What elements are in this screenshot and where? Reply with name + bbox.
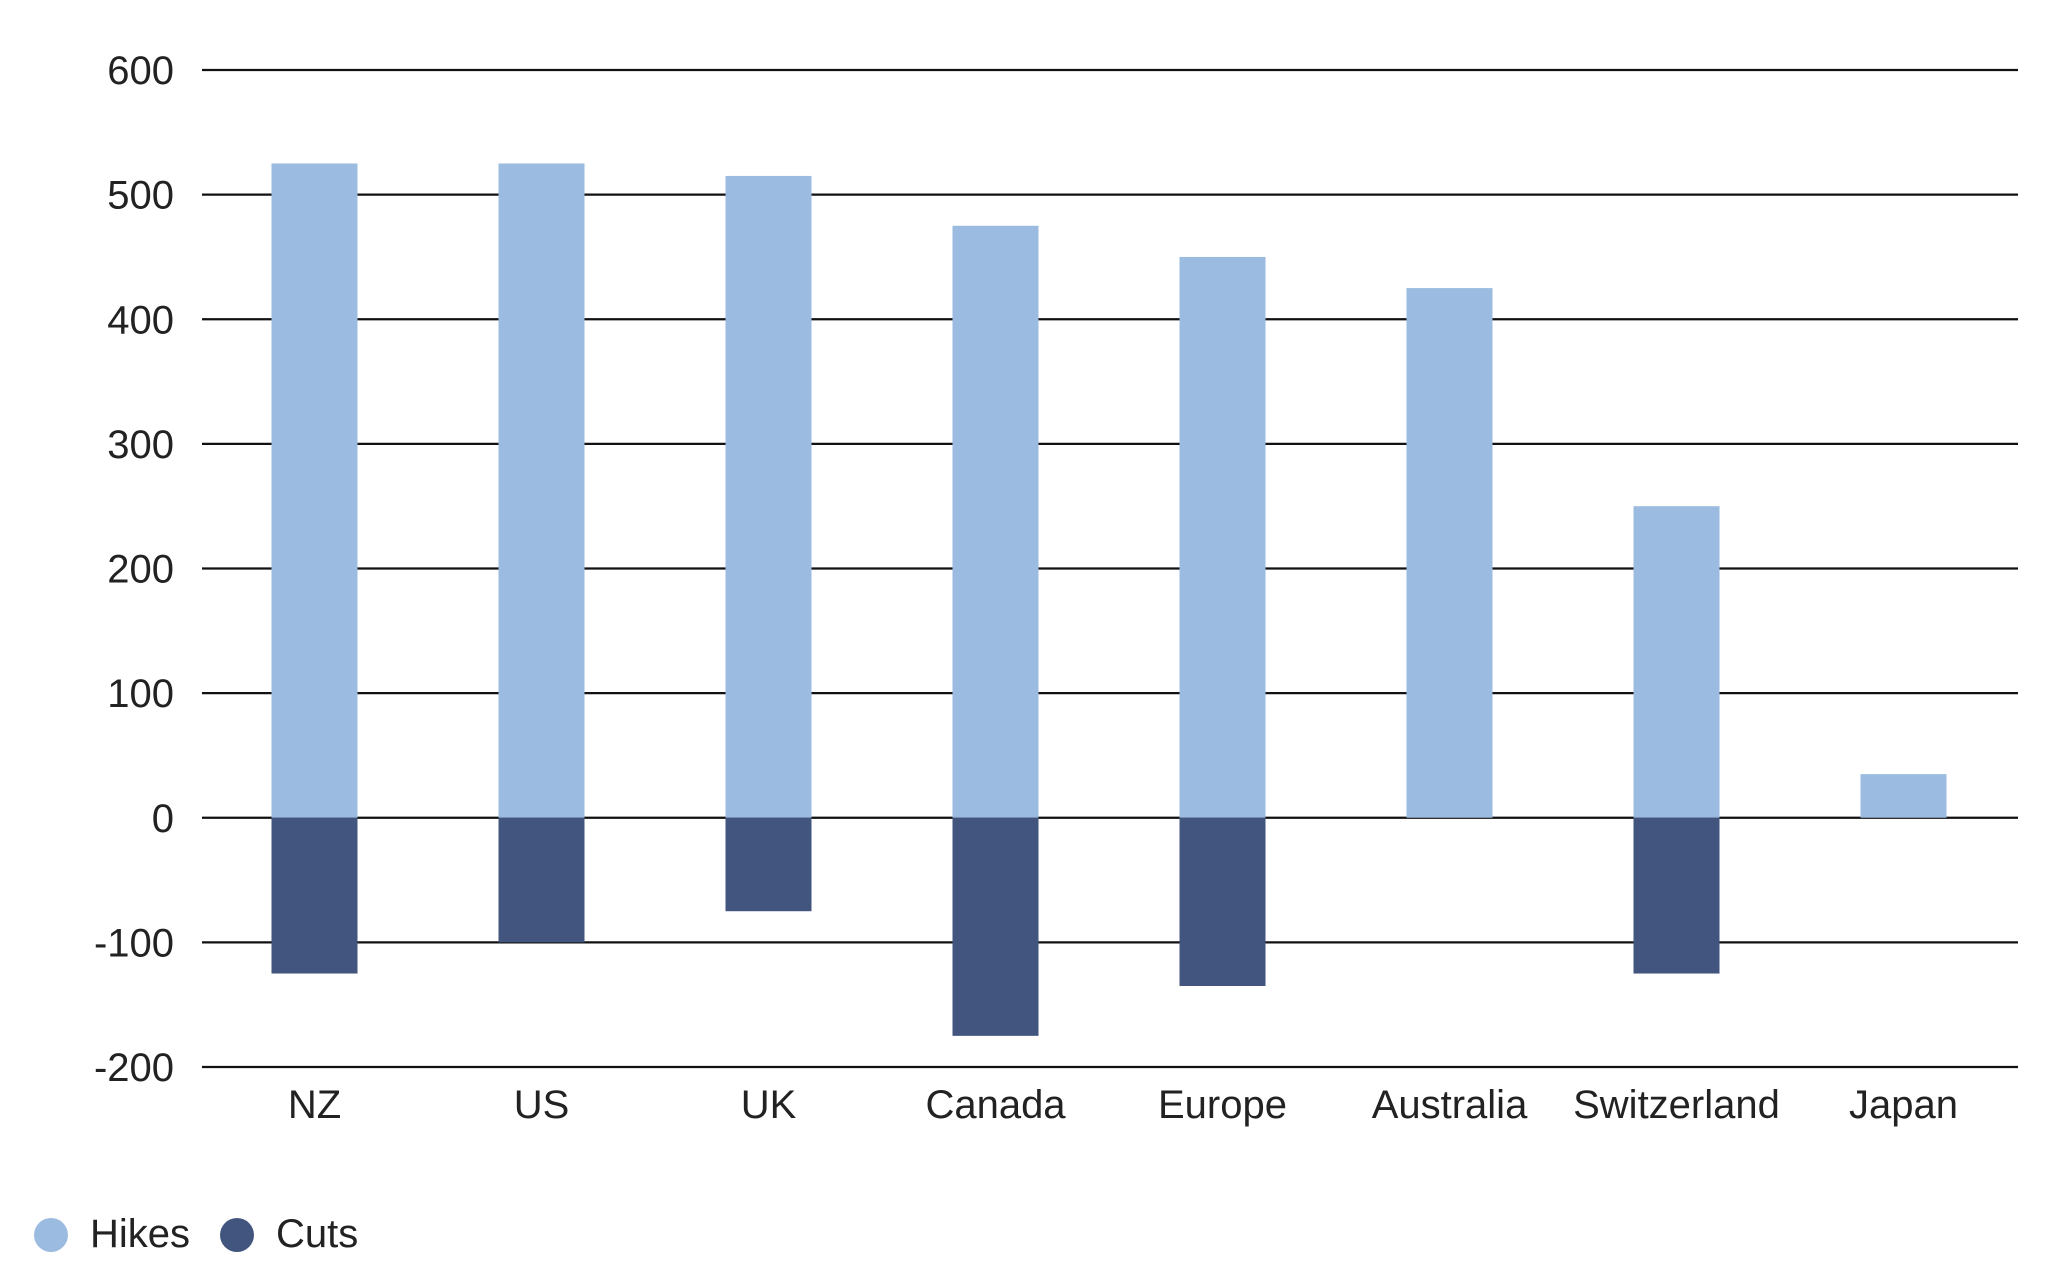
legend: Hikes Cuts [34,1212,388,1257]
y-tick-label: 500 [107,174,174,218]
y-tick-label: 0 [152,797,174,841]
y-axis-ticks: -200 -100 0 100 200 300 400 500 600 [94,49,174,1090]
bar-hikes-canada [952,225,1039,818]
legend-swatch-cuts [220,1217,255,1252]
bar-cuts-us [498,817,585,943]
legend-swatch-hikes [34,1217,68,1252]
x-tick-label: Australia [1372,1083,1528,1127]
y-tick-label: 300 [107,423,174,467]
bar-hikes-japan [1860,774,1947,818]
legend-item-cuts: Cuts [220,1212,358,1257]
x-axis-ticks: NZ US UK Canada Europe Australia Switzerland Ja… [288,1083,1958,1127]
x-tick-label: Japan [1849,1083,1958,1127]
x-tick-label: Canada [925,1083,1066,1127]
legend-label-hikes: Hikes [90,1212,191,1256]
bar-hikes-switzerland [1633,506,1720,818]
bar-hikes-nz [271,163,358,818]
bar-hikes-australia [1406,288,1493,818]
bars [271,163,1947,1036]
y-tick-label: 400 [107,298,174,342]
bar-hikes-europe [1179,256,1266,818]
legend-label-cuts: Cuts [276,1212,359,1256]
y-tick-label: -200 [94,1046,174,1090]
x-tick-label: UK [741,1083,797,1127]
gridlines [202,68,2018,1069]
legend-item-hikes: Hikes [34,1212,190,1257]
bar-cuts-uk [725,817,812,912]
bar-hikes-us [498,163,585,818]
y-tick-label: 600 [107,49,174,93]
y-tick-label: -100 [94,921,174,965]
bar-hikes-uk [725,175,812,818]
bar-cuts-europe [1179,817,1266,986]
y-tick-label: 100 [107,672,174,716]
bar-chart: -200 -100 0 100 200 300 400 500 600 NZ US UK Canada… [94,49,2018,1127]
x-tick-label: US [514,1083,570,1127]
bar-cuts-canada [952,817,1039,1036]
x-tick-label: NZ [288,1083,341,1127]
bar-cuts-switzerland [1633,817,1720,974]
x-tick-label: Europe [1158,1083,1287,1127]
y-tick-label: 200 [107,548,174,592]
bar-cuts-nz [271,817,358,974]
x-tick-label: Switzerland [1573,1083,1780,1127]
